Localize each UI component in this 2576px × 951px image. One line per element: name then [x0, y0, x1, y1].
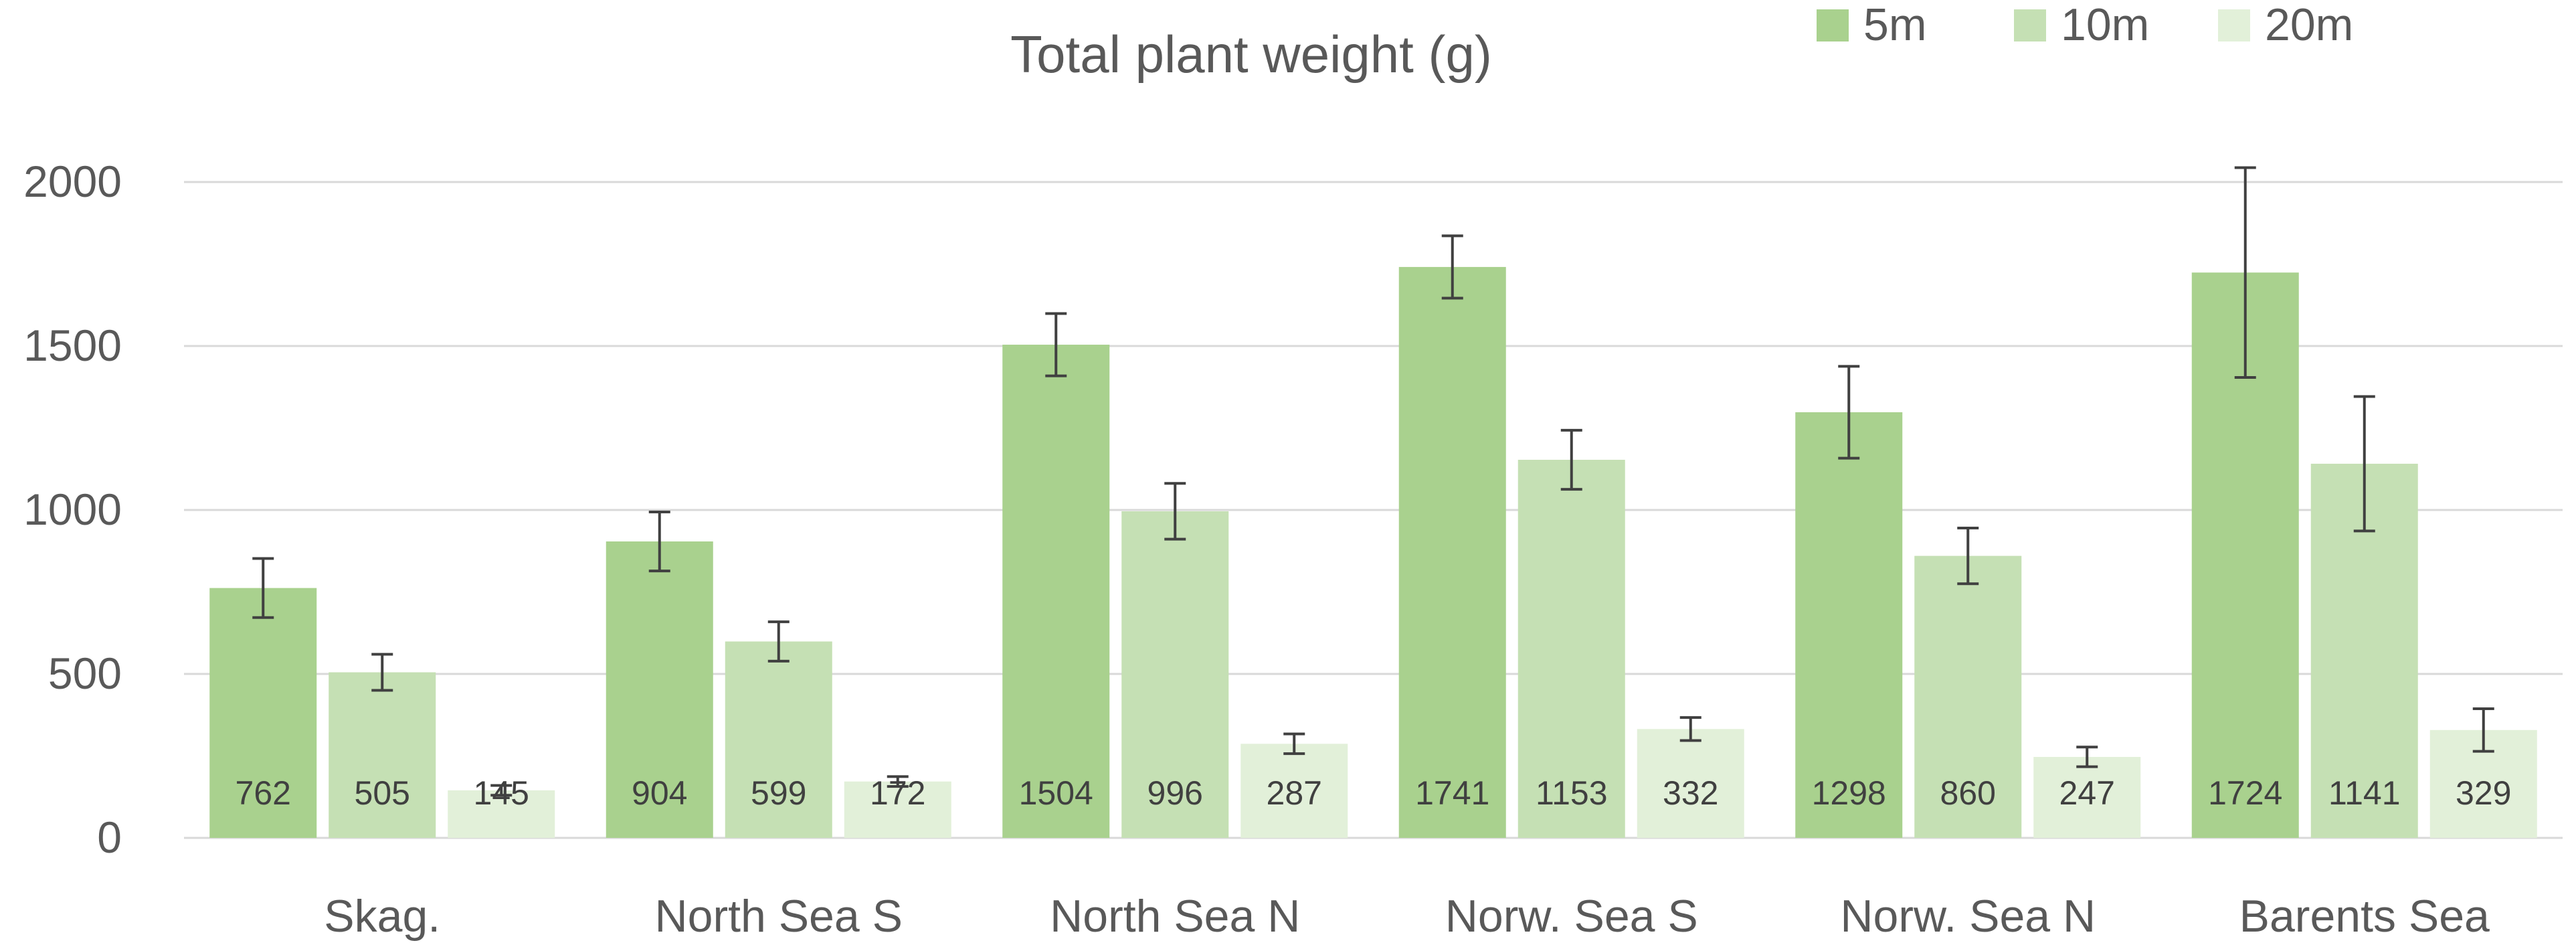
legend-label: 5m [1863, 0, 1926, 50]
bar [1914, 555, 2022, 838]
error-bars [252, 166, 2494, 797]
data-label: 996 [1147, 774, 1203, 812]
bar [1240, 744, 1348, 838]
bar [1398, 266, 1506, 838]
legend-swatch [2014, 9, 2046, 41]
legend-label: 10m [2061, 0, 2149, 50]
bar [448, 790, 555, 838]
data-label: 505 [355, 774, 410, 812]
bar [209, 588, 317, 838]
y-tick-label: 500 [48, 649, 122, 698]
y-tick-label: 1000 [23, 485, 122, 534]
bar [1002, 345, 1110, 838]
data-label: 860 [1940, 774, 1996, 812]
data-label: 1141 [2328, 774, 2401, 812]
y-tick-label: 2000 [23, 157, 122, 206]
data-label: 1298 [1812, 774, 1886, 812]
x-tick-label: Norw. Sea S [1445, 891, 1698, 942]
y-tick-label: 1500 [23, 321, 122, 370]
bar [1517, 460, 1625, 838]
x-tick-label: North Sea N [1050, 891, 1300, 942]
data-label: 762 [236, 774, 291, 812]
legend-swatch [1817, 9, 1849, 41]
data-label: 1724 [2208, 774, 2282, 812]
bar [329, 672, 436, 838]
legend: 5m 10m 20m [1817, 0, 2353, 50]
data-label: 172 [870, 774, 925, 812]
x-tick-label: Skag. [324, 891, 440, 942]
bar [1637, 729, 1744, 838]
bar [606, 541, 713, 838]
data-label: 599 [751, 774, 806, 812]
data-labels: 762 505 145 904 599 172 1504 996 287 1741 1153 332 1… [236, 774, 2512, 812]
data-label: 287 [1267, 774, 1322, 812]
data-label: 1741 [1415, 774, 1489, 812]
x-tick-label: Norw. Sea N [1840, 891, 2096, 942]
data-label: 329 [2456, 774, 2511, 812]
data-label: 1153 [1536, 774, 1608, 812]
x-tick-label: Barents Sea [2239, 891, 2490, 942]
data-label: 332 [1663, 774, 1718, 812]
gridlines [184, 181, 2563, 839]
data-label: 145 [474, 774, 529, 812]
bar [725, 641, 832, 838]
chart-title: Total plant weight (g) [1010, 25, 1492, 84]
legend-label: 20m [2265, 0, 2353, 50]
x-axis-ticks: Skag. North Sea S North Sea N Norw. Sea S No… [324, 891, 2490, 942]
data-label: 247 [2059, 774, 2115, 812]
bar [844, 781, 951, 838]
bars [209, 266, 2537, 838]
data-label: 1504 [1019, 774, 1093, 812]
bar [1795, 412, 1903, 838]
y-axis-ticks: 0 500 1000 1500 2000 [23, 157, 122, 862]
legend-swatch [2218, 9, 2250, 41]
x-tick-label: North Sea S [655, 891, 903, 942]
data-label: 904 [632, 774, 687, 812]
bar [2033, 756, 2141, 838]
bar [1121, 511, 1229, 838]
y-tick-label: 0 [97, 812, 122, 862]
